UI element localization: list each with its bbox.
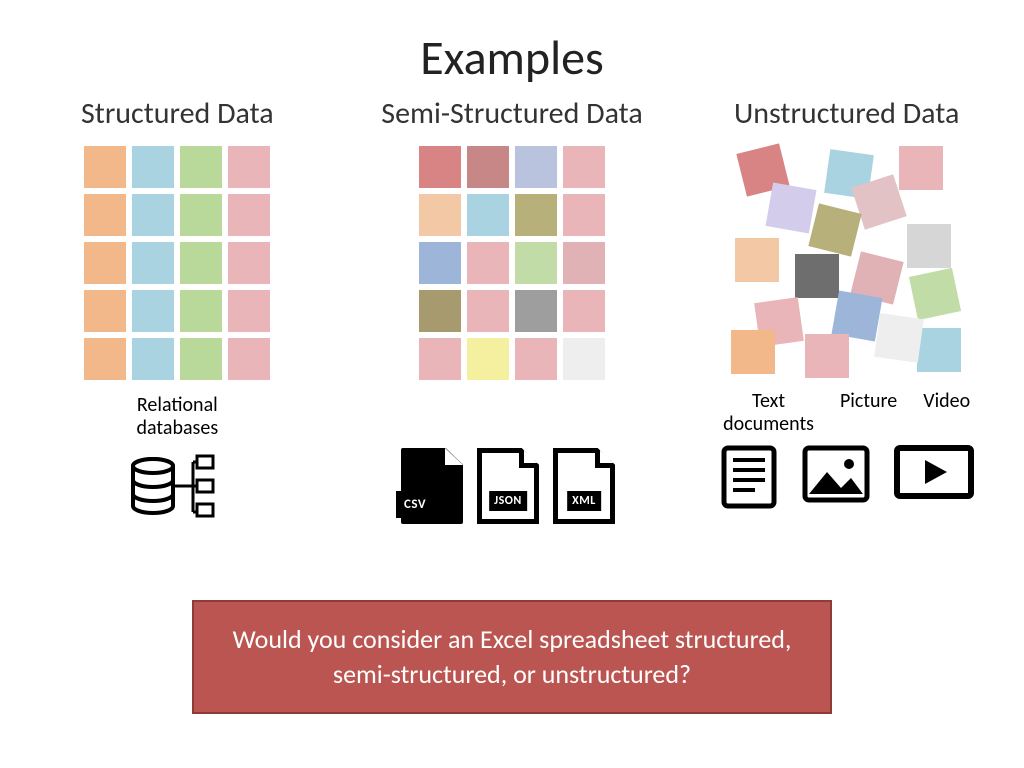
scatter-square [907, 224, 951, 268]
scatter-square [735, 238, 779, 282]
grid-cell [515, 338, 557, 380]
grid-cell [228, 242, 270, 284]
unstructured-sublabel: Picture [840, 390, 897, 413]
grid-cell [563, 146, 605, 188]
grid-cell [228, 146, 270, 188]
grid-cell [84, 194, 126, 236]
scatter-square [899, 146, 943, 190]
grid-cell [467, 290, 509, 332]
file-type-csv-icon: CSV [401, 448, 471, 528]
grid-cell [180, 194, 222, 236]
database-schema-icon [127, 448, 227, 528]
grid-cell [515, 146, 557, 188]
scatter-square [874, 313, 924, 363]
grid-cell [563, 290, 605, 332]
grid-cell [228, 338, 270, 380]
scatter-square [909, 268, 961, 320]
grid-cell [515, 242, 557, 284]
grid-cell [84, 242, 126, 284]
grid-cell [132, 290, 174, 332]
unstructured-sublabel: Textdocuments [723, 390, 814, 436]
unstructured-heading: Unstructured Data [734, 95, 959, 132]
grid-cell [180, 242, 222, 284]
document-icon [719, 444, 779, 510]
grid-cell [467, 194, 509, 236]
scatter-square [765, 183, 816, 234]
question-text: Would you consider an Excel spreadsheet … [233, 623, 792, 690]
grid-cell [467, 242, 509, 284]
scatter-square [808, 203, 861, 256]
picture-icon [801, 444, 871, 510]
grid-cell [563, 242, 605, 284]
columns-container: Structured Data Relationaldatabases [0, 95, 1024, 528]
grid-cell [515, 194, 557, 236]
semi-grid [419, 146, 605, 380]
column-structured: Structured Data Relationaldatabases [10, 95, 345, 528]
grid-cell [84, 146, 126, 188]
grid-cell [419, 242, 461, 284]
grid-cell [419, 338, 461, 380]
scatter-square [917, 328, 961, 372]
semi-heading: Semi-Structured Data [381, 95, 642, 132]
grid-cell [563, 194, 605, 236]
video-icon [893, 444, 975, 510]
grid-cell [419, 146, 461, 188]
grid-cell [84, 290, 126, 332]
grid-cell [515, 290, 557, 332]
grid-cell [180, 146, 222, 188]
question-callout: Would you consider an Excel spreadsheet … [192, 600, 832, 714]
grid-cell [180, 338, 222, 380]
grid-cell [467, 338, 509, 380]
grid-cell [132, 338, 174, 380]
structured-sublabel: Relationaldatabases [137, 394, 219, 440]
file-type-json-icon: JSON [477, 448, 547, 528]
grid-cell [180, 290, 222, 332]
file-type-icons: CSVJSONXML [401, 448, 623, 528]
grid-cell [419, 194, 461, 236]
grid-cell [132, 146, 174, 188]
page-title: Examples [0, 0, 1024, 87]
grid-cell [132, 242, 174, 284]
grid-cell [467, 146, 509, 188]
unstructured-sublabel: Video [923, 390, 970, 413]
column-semi-structured: Semi-Structured Data CSVJSONXML [345, 95, 680, 528]
column-unstructured: Unstructured Data Textdocuments Picture Vi… [679, 95, 1014, 528]
grid-cell [84, 338, 126, 380]
grid-cell [228, 194, 270, 236]
unstructured-scatter [727, 146, 967, 376]
scatter-square [805, 334, 849, 378]
grid-cell [419, 290, 461, 332]
file-type-xml-icon: XML [553, 448, 623, 528]
scatter-square [731, 330, 775, 374]
grid-cell [132, 194, 174, 236]
scatter-square [795, 254, 839, 298]
structured-grid [84, 146, 270, 380]
grid-cell [563, 338, 605, 380]
unstructured-sublabels: Textdocuments Picture Video [723, 390, 970, 440]
structured-heading: Structured Data [81, 95, 274, 132]
grid-cell [228, 290, 270, 332]
